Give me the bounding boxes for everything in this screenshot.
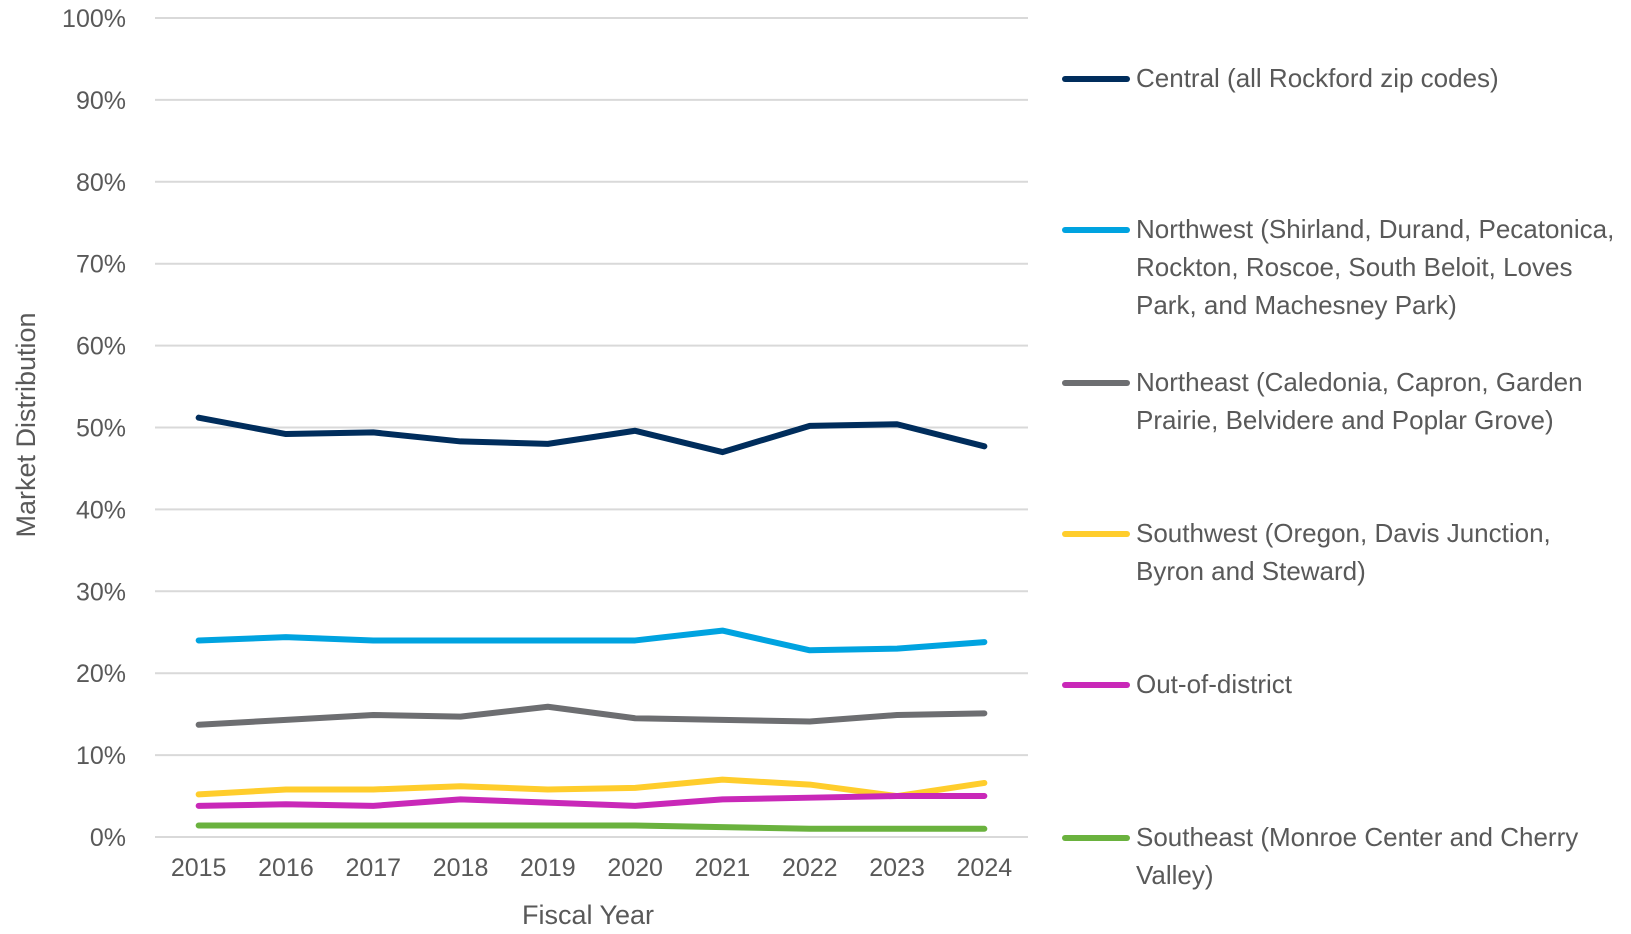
- x-tick-label: 2017: [345, 854, 401, 882]
- series-lines: [195, 414, 988, 832]
- legend-swatch-central: [1062, 76, 1130, 82]
- y-tick-label: 40%: [76, 496, 126, 524]
- x-tick-label: 2022: [782, 854, 838, 882]
- series-line-0: [195, 414, 988, 456]
- x-axis-title: Fiscal Year: [522, 900, 654, 930]
- y-tick-label: 70%: [76, 251, 126, 279]
- x-axis-ticks: 2015 2016 2017 2018 2019 2020 2021 2022 2023 2024: [171, 854, 1012, 882]
- x-tick-label: 2024: [957, 854, 1013, 882]
- x-tick-label: 2021: [695, 854, 751, 882]
- legend-swatch-northeast: [1062, 380, 1130, 386]
- gridlines: [155, 17, 1028, 838]
- legend-item-southwest: Southwest (Oregon, Davis Junction, Byron…: [1062, 514, 1616, 590]
- series-line-1: [195, 627, 988, 654]
- y-axis-ticks: 0% 10% 20% 30% 40% 50% 60% 70% 80% 90% 100%: [62, 5, 126, 852]
- legend-label-central: Central (all Rockford zip codes): [1136, 63, 1499, 93]
- legend-swatch-out-of-district: [1062, 682, 1130, 688]
- y-tick-label: 0%: [90, 824, 126, 852]
- legend: Central (all Rockford zip codes) Northwe…: [1062, 0, 1631, 934]
- x-tick-label: 2023: [869, 854, 925, 882]
- y-tick-label: 80%: [76, 169, 126, 197]
- x-tick-label: 2016: [258, 854, 314, 882]
- y-tick-label: 10%: [76, 742, 126, 770]
- series-line-4: [195, 793, 988, 809]
- y-axis-title: Market Distribution: [11, 312, 41, 537]
- series-line-3: [195, 776, 988, 800]
- legend-item-southeast: Southeast (Monroe Center and Cherry Vall…: [1062, 818, 1616, 894]
- legend-item-central: Central (all Rockford zip codes): [1062, 59, 1616, 97]
- x-tick-label: 2015: [171, 854, 227, 882]
- x-tick-label: 2020: [607, 854, 663, 882]
- y-tick-label: 30%: [76, 578, 126, 606]
- legend-item-northeast: Northeast (Caledonia, Capron, Garden Pra…: [1062, 363, 1616, 439]
- y-tick-label: 60%: [76, 333, 126, 361]
- legend-swatch-southeast: [1062, 835, 1130, 841]
- series-line-2: [195, 703, 988, 728]
- y-tick-label: 50%: [76, 415, 126, 443]
- legend-label-southeast: Southeast (Monroe Center and Cherry Vall…: [1136, 822, 1579, 890]
- legend-label-northeast: Northeast (Caledonia, Capron, Garden Pra…: [1136, 367, 1583, 435]
- series-line-5: [195, 822, 988, 832]
- legend-item-northwest: Northwest (Shirland, Durand, Pecatonica,…: [1062, 210, 1616, 324]
- legend-item-out-of-district: Out-of-district: [1062, 665, 1616, 703]
- legend-label-out-of-district: Out-of-district: [1136, 669, 1293, 699]
- legend-label-southwest: Southwest (Oregon, Davis Junction, Byron…: [1136, 518, 1551, 586]
- legend-label-northwest: Northwest (Shirland, Durand, Pecatonica,…: [1136, 214, 1615, 320]
- y-tick-label: 90%: [76, 87, 126, 115]
- legend-swatch-northwest: [1062, 227, 1130, 233]
- x-tick-label: 2019: [520, 854, 576, 882]
- x-tick-label: 2018: [433, 854, 489, 882]
- y-tick-label: 100%: [62, 5, 126, 33]
- y-tick-label: 20%: [76, 660, 126, 688]
- legend-swatch-southwest: [1062, 531, 1130, 537]
